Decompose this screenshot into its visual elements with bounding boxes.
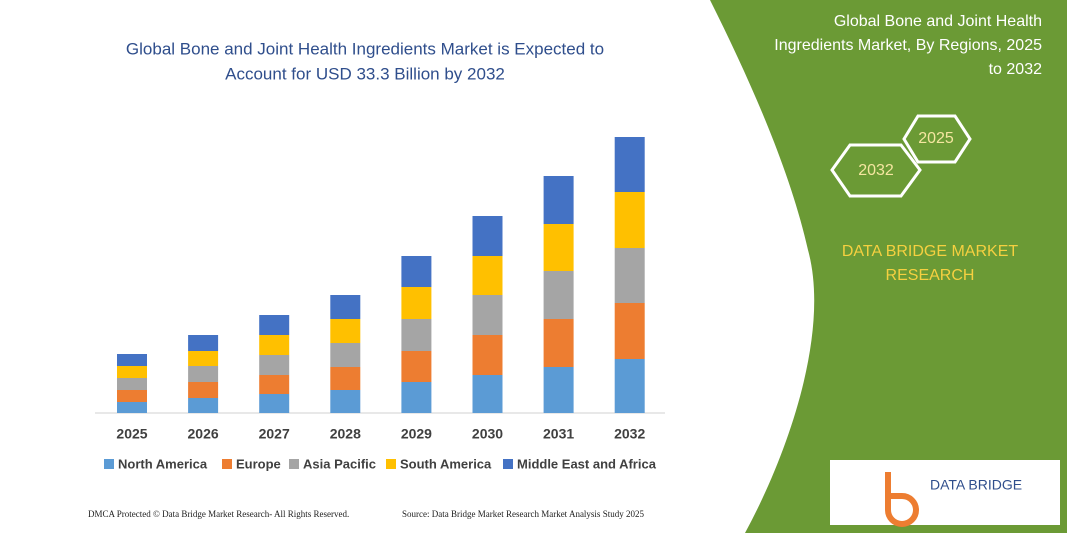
- legend-label: North America: [118, 456, 208, 471]
- bar-segment: [117, 366, 147, 378]
- hexagon: [902, 114, 972, 164]
- x-tick-label: 2028: [330, 426, 361, 442]
- bar-segment: [543, 367, 574, 413]
- bar-segment: [472, 375, 503, 413]
- legend-label: South America: [400, 456, 492, 471]
- legend-label: Europe: [236, 456, 281, 471]
- bar-segment: [472, 216, 503, 256]
- bar-segment: [401, 287, 432, 319]
- bar-segment: [330, 319, 361, 343]
- bar-segment: [543, 176, 574, 224]
- bar-segment: [401, 351, 432, 382]
- bar-segment: [117, 402, 147, 413]
- bar-segment: [117, 390, 147, 402]
- bar-segment: [188, 382, 219, 398]
- bar-segment: [472, 335, 503, 375]
- bar-segment: [188, 351, 219, 366]
- bar-segment: [401, 319, 432, 351]
- footer-left: DMCA Protected © Data Bridge Market Rese…: [88, 509, 349, 519]
- x-tick-label: 2025: [116, 426, 147, 442]
- hexagon-label: 2032: [858, 162, 894, 179]
- bar-segment: [614, 359, 645, 413]
- bar-segment: [259, 375, 290, 394]
- green-panel: [710, 0, 1067, 533]
- logo-text: DATA BRIDGE: [930, 477, 1022, 493]
- bar-segment: [259, 394, 290, 413]
- x-tick-label: 2026: [188, 426, 219, 442]
- bar-segment: [117, 378, 147, 390]
- panel-title: Global Bone and Joint Health: [834, 13, 1042, 30]
- bar-segment: [614, 137, 645, 192]
- legend-swatch: [104, 459, 114, 469]
- bar-segment: [543, 271, 574, 319]
- legend-swatch: [386, 459, 396, 469]
- bar-segment: [330, 343, 361, 367]
- bar-segment: [472, 256, 503, 295]
- bar-segment: [330, 367, 361, 390]
- x-tick-label: 2029: [401, 426, 432, 442]
- bar-segment: [188, 366, 219, 382]
- brand-text: RESEARCH: [886, 267, 975, 284]
- legend-label: Asia Pacific: [303, 456, 376, 471]
- chart-title: Global Bone and Joint Health Ingredients…: [126, 39, 604, 58]
- bar-segment: [188, 335, 219, 351]
- bar-segment: [472, 295, 503, 335]
- bar-segment: [259, 315, 290, 335]
- hexagon: [830, 143, 922, 198]
- bar-segment: [614, 303, 645, 359]
- x-tick-label: 2031: [543, 426, 574, 442]
- panel-title: Ingredients Market, By Regions, 2025: [774, 37, 1042, 54]
- bar-segment: [330, 390, 361, 413]
- footer-right: Source: Data Bridge Market Research Mark…: [402, 509, 644, 519]
- x-tick-label: 2027: [259, 426, 290, 442]
- hexagon-label: 2025: [918, 130, 954, 147]
- bar-segment: [543, 319, 574, 367]
- legend-swatch: [222, 459, 232, 469]
- bar-segment: [614, 192, 645, 248]
- bar-segment: [401, 256, 432, 287]
- legend-label: Middle East and Africa: [517, 456, 657, 471]
- bar-segment: [117, 354, 147, 366]
- legend-swatch: [289, 459, 299, 469]
- logo-box: [830, 460, 1060, 525]
- legend-swatch: [503, 459, 513, 469]
- bar-segment: [543, 224, 574, 271]
- chart-title: Account for USD 33.3 Billion by 2032: [225, 64, 505, 83]
- bar-segment: [401, 382, 432, 413]
- panel-title: to 2032: [989, 61, 1042, 78]
- bar-segment: [330, 295, 361, 319]
- logo-mark: [885, 472, 919, 527]
- bar-segment: [188, 398, 219, 413]
- bar-segment: [259, 355, 290, 375]
- x-tick-label: 2030: [472, 426, 503, 442]
- x-tick-label: 2032: [614, 426, 645, 442]
- bar-segment: [614, 248, 645, 303]
- brand-text: DATA BRIDGE MARKET: [842, 243, 1019, 260]
- bar-segment: [259, 335, 290, 355]
